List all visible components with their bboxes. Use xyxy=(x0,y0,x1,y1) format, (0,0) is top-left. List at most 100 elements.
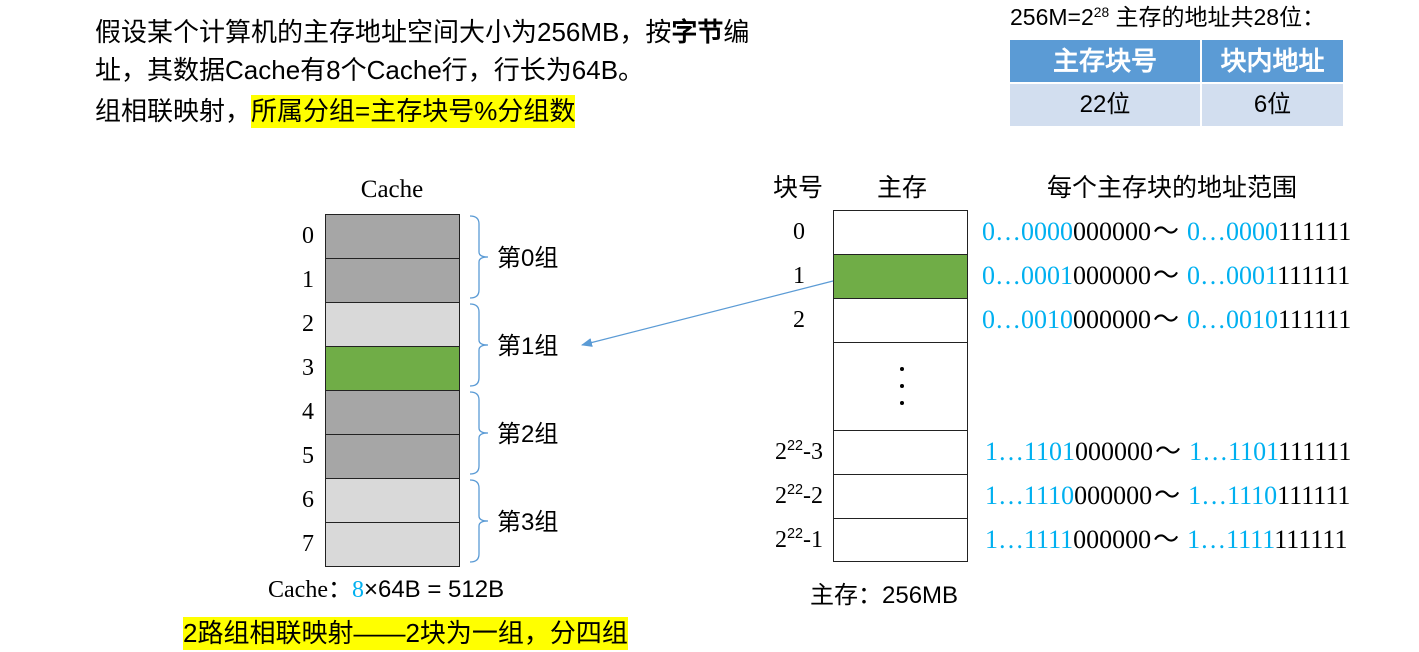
cache-size-formula: ×64B = 512B xyxy=(363,576,505,603)
range-start-prefix: 0…0000 xyxy=(982,217,1073,246)
range-start-prefix: 1…1111 xyxy=(985,525,1074,554)
range-start-suffix: 000000 xyxy=(1074,481,1153,510)
range-start-suffix: 000000 xyxy=(1073,305,1151,334)
range-end-suffix: 111111 xyxy=(1278,305,1352,334)
cache-line xyxy=(325,478,460,523)
problem-statement: 假设某个计算机的主存地址空间大小为256MB，按字节编 址，其数据Cache有8… xyxy=(95,13,749,89)
mapping-rule-highlight: 所属分组=主存块号%分组数 xyxy=(251,95,576,128)
cache-line-index: 2 xyxy=(302,311,314,337)
address-width-exponent: 28 xyxy=(1093,4,1110,20)
ellipsis-dot xyxy=(900,401,904,405)
cache-line-index: 4 xyxy=(302,399,314,425)
memory-column-block-number: 块号 xyxy=(772,175,823,202)
memory-column-title: 主存 xyxy=(876,175,927,202)
range-end-prefix: 0…0001 xyxy=(1187,261,1278,290)
mapping-note: 2路组相联映射——2块为一组，分四组 xyxy=(183,617,628,650)
ellipsis-dot xyxy=(900,384,904,388)
group-1-brace-icon xyxy=(469,303,489,387)
range-end-suffix: 111111 xyxy=(1274,525,1348,554)
table-header-block-number: 主存块号 xyxy=(1010,40,1200,82)
cache-line-index: 0 xyxy=(302,223,314,249)
ellipsis-dot xyxy=(900,367,904,371)
memory-column-address-range: 每个主存块的地址范围 xyxy=(1046,175,1297,202)
table-header-block-offset: 块内地址 xyxy=(1202,40,1343,82)
range-end-suffix: 111111 xyxy=(1278,437,1352,466)
cache-line-index: 3 xyxy=(302,355,314,381)
range-separator: ～ xyxy=(1153,305,1180,334)
memory-block-number: 0 xyxy=(793,219,805,245)
memory-block-number: 222-3 xyxy=(774,438,823,465)
range-separator: ～ xyxy=(1153,217,1180,246)
range-start-prefix: 1…1110 xyxy=(985,481,1075,510)
cache-line-count: 8 xyxy=(351,577,364,603)
address-width-caption-start: 256M=2 xyxy=(1010,4,1094,30)
cache-line-mapped xyxy=(325,346,460,391)
mapping-rule: 组相联映射，所属分组=主存块号%分组数 xyxy=(95,95,576,128)
problem-line-1-end: 编 xyxy=(723,17,750,47)
range-end-suffix: 111111 xyxy=(1277,261,1351,290)
memory-block-number: 222-1 xyxy=(774,526,823,553)
address-range: 0…0000000000～ 0…0000111111 xyxy=(982,210,1351,254)
memory-block xyxy=(833,474,968,519)
address-range: 1…1110000000～ 1…1110111111 xyxy=(985,474,1350,518)
table-cell-block-number-bits: 22位 xyxy=(1010,84,1200,126)
group-label-1: 第1组 xyxy=(497,333,559,360)
address-range: 1…1111000000～ 1…1111111111 xyxy=(985,518,1347,562)
range-start-suffix: 000000 xyxy=(1073,217,1151,246)
memory-size-label: 主存： xyxy=(810,583,882,609)
cache-line-index: 5 xyxy=(302,443,314,469)
range-start-suffix: 000000 xyxy=(1073,261,1151,290)
cache-size-summary: Cache：8×64B = 512B xyxy=(268,574,504,606)
cache-line-index: 7 xyxy=(302,531,314,557)
vertical-ellipsis-icon xyxy=(900,367,904,409)
memory-block xyxy=(833,430,968,475)
group-2-brace-icon xyxy=(469,391,489,475)
range-separator: ～ xyxy=(1154,481,1181,510)
memory-block-number: 2 xyxy=(793,307,805,333)
memory-block xyxy=(833,210,968,255)
cache-line xyxy=(325,390,460,435)
group-label-3: 第3组 xyxy=(497,509,559,536)
range-start-prefix: 1…1101 xyxy=(985,437,1076,466)
memory-size-value: 256MB xyxy=(882,582,959,609)
cache-block xyxy=(325,214,460,567)
range-separator: ～ xyxy=(1155,437,1182,466)
cache-line-index: 6 xyxy=(302,487,314,513)
range-end-prefix: 1…1110 xyxy=(1188,481,1278,510)
cache-line xyxy=(325,522,460,567)
memory-size-summary: 主存：256MB xyxy=(810,580,958,612)
group-3-brace-icon xyxy=(469,479,489,563)
problem-line-1-bold: 字节 xyxy=(671,17,724,47)
memory-block-number: 1 xyxy=(793,263,805,289)
range-separator: ～ xyxy=(1153,261,1180,290)
range-separator: ～ xyxy=(1153,525,1180,554)
address-width-caption-end: 主存的地址共28位： xyxy=(1109,4,1326,30)
cache-line-index: 1 xyxy=(302,267,314,293)
address-width-caption: 256M=228 主存的地址共28位： xyxy=(1010,2,1325,32)
group-label-0: 第0组 xyxy=(497,245,559,272)
group-0-brace-icon xyxy=(469,215,489,299)
cache-size-label: Cache： xyxy=(268,577,352,603)
memory-block xyxy=(833,298,968,343)
range-start-suffix: 000000 xyxy=(1075,437,1154,466)
memory-block-number: 222-2 xyxy=(774,482,823,509)
cache-title: Cache xyxy=(360,176,424,203)
address-range: 0…0010000000～ 0…0010111111 xyxy=(982,298,1351,342)
problem-line-2: 址，其数据Cache有8个Cache行，行长为64B。 xyxy=(95,55,645,85)
mapping-rule-label: 组相联映射， xyxy=(95,96,252,126)
cache-line xyxy=(325,434,460,479)
cache-line xyxy=(325,302,460,347)
range-start-prefix: 0…0001 xyxy=(982,261,1073,290)
range-end-prefix: 1…1101 xyxy=(1189,437,1279,466)
problem-line-1: 假设某个计算机的主存地址空间大小为256MB，按字节编 xyxy=(95,13,749,51)
range-start-suffix: 000000 xyxy=(1073,525,1152,554)
memory-block xyxy=(833,518,968,562)
address-range: 0…0001000000～ 0…0001111111 xyxy=(982,254,1350,298)
group-label-2: 第2组 xyxy=(497,421,559,448)
main-memory-block xyxy=(833,210,968,562)
range-end-suffix: 111111 xyxy=(1278,217,1352,246)
table-cell-block-offset-bits: 6位 xyxy=(1202,84,1343,126)
memory-block-mapped xyxy=(833,254,968,299)
range-end-suffix: 111111 xyxy=(1277,481,1351,510)
